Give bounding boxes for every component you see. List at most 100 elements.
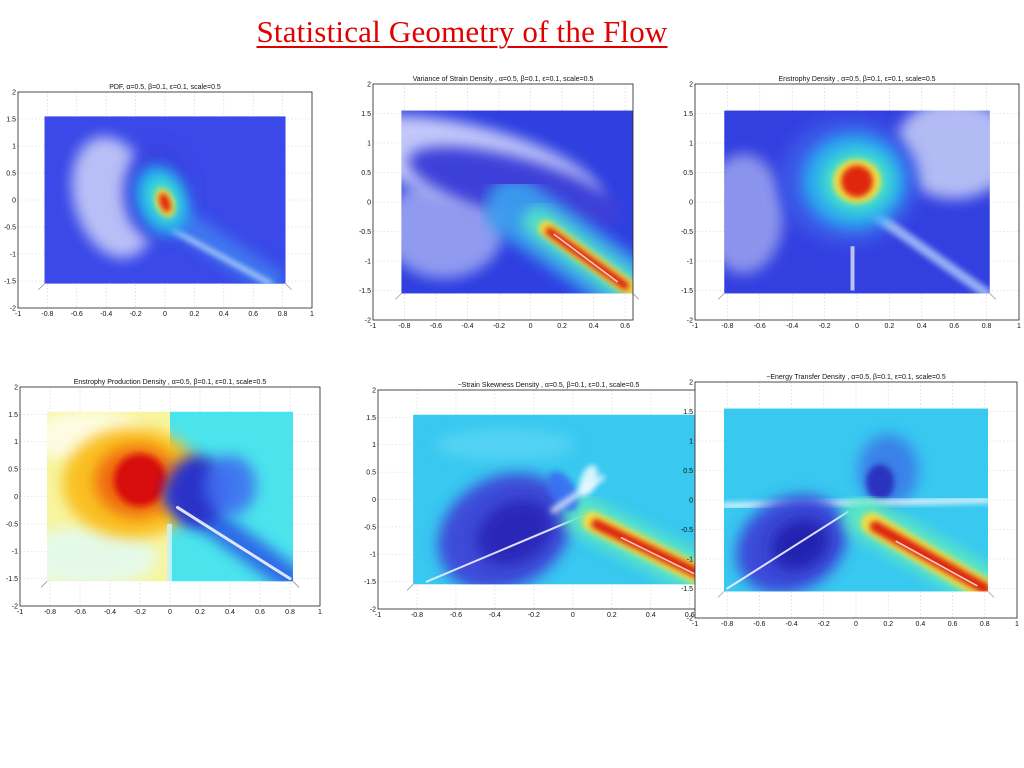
x-tick-label: 0 — [168, 609, 172, 616]
x-tick-label: -0.6 — [74, 609, 86, 616]
x-tick-label: 0.2 — [607, 612, 617, 619]
y-tick-label: -0.5 — [681, 527, 693, 534]
panel-title: −Energy Transfer Density , α=0.5, β=0.1,… — [766, 374, 946, 381]
axes-box — [372, 83, 634, 321]
x-tick-label: -0.6 — [71, 311, 83, 318]
y-tick-label: -1.5 — [681, 288, 693, 295]
x-tick-label: -0.6 — [450, 612, 462, 619]
tail-line — [395, 293, 402, 300]
transfer-ridge — [895, 540, 978, 587]
tail-line — [292, 581, 300, 588]
y-tick-label: 0.5 — [361, 170, 371, 177]
skewness-ridge — [591, 519, 714, 584]
white-patch — [724, 153, 784, 274]
y-tick-label: 1.5 — [361, 111, 371, 118]
y-tick-label: -2 — [12, 603, 18, 610]
x-tick-label: 0 — [855, 323, 859, 330]
tail-line — [40, 581, 48, 588]
y-tick-label: 1 — [12, 143, 16, 150]
x-tick-label: -0.6 — [753, 621, 765, 628]
x-tick-label: 0 — [571, 612, 575, 619]
panel-title: PDF, α=0.5, β=0.1, ε=0.1, scale=0.5 — [109, 84, 221, 91]
tail-line — [989, 293, 997, 300]
x-tick-label: 0.4 — [589, 323, 599, 330]
y-tick-label: -2 — [10, 305, 16, 312]
white-streak — [176, 505, 292, 581]
y-tick-label: -2 — [687, 317, 693, 324]
x-tick-label: -0.2 — [819, 323, 831, 330]
x-tick-label: 1 — [310, 311, 314, 318]
y-tick-label: -1.5 — [681, 586, 693, 593]
heatmap-image — [401, 110, 634, 294]
x-tick-label: 0.2 — [190, 311, 200, 318]
heatmap-panel-5: −Strain Skewness Density , α=0.5, β=0.1,… — [364, 382, 720, 619]
heatmap-panel-1: PDF, α=0.5, β=0.1, ε=0.1, scale=0.5 -1 -0.… — [4, 84, 314, 318]
y-tick-label: 0.5 — [683, 468, 693, 475]
x-tick-label: 0 — [529, 323, 533, 330]
x-tick-label: -1 — [692, 323, 698, 330]
y-tick-label: 0.5 — [683, 170, 693, 177]
heatmap-image — [723, 408, 989, 592]
x-tick-label: 0.4 — [916, 621, 926, 628]
x-tick-label: 1 — [1015, 621, 1019, 628]
y-tick-label: 1.5 — [366, 415, 376, 422]
axes-box — [694, 381, 1018, 619]
x-tick-label: -1 — [370, 323, 376, 330]
panel-title: Variance of Strain Density , α=0.5, β=0.… — [413, 76, 594, 83]
y-tick-label: 0 — [689, 199, 693, 206]
x-tick-label: 0.2 — [195, 609, 205, 616]
heatmap-image — [413, 414, 714, 585]
y-tick-label: -0.5 — [4, 224, 16, 231]
peak — [159, 193, 171, 213]
y-tick-label: -2 — [370, 606, 376, 613]
x-tick-label: 0 — [854, 621, 858, 628]
y-tick-label: 2 — [367, 81, 371, 88]
skewness-trough — [476, 499, 553, 566]
x-tick-label: -0.4 — [786, 621, 798, 628]
x-tick-label: -1 — [375, 612, 381, 619]
y-tick-label: 0 — [367, 199, 371, 206]
white-streak — [726, 510, 849, 590]
y-tick-label: 0 — [14, 494, 18, 501]
x-tick-label: -0.8 — [44, 609, 56, 616]
x-tick-label: -1 — [17, 609, 23, 616]
x-tick-label: -0.2 — [528, 612, 540, 619]
x-tick-label: -0.4 — [786, 323, 798, 330]
x-tick-label: 0.4 — [219, 311, 229, 318]
heatmap-panel-4: Enstrophy Production Density , α=0.5, β=… — [6, 379, 322, 616]
tail-ridge — [170, 227, 273, 284]
y-tick-label: -1.5 — [359, 288, 371, 295]
white-streak — [550, 474, 606, 514]
y-tick-label: 1.5 — [683, 409, 693, 416]
y-tick-label: -1 — [687, 258, 693, 265]
panel-title: −Strain Skewness Density , α=0.5, β=0.1,… — [458, 382, 640, 389]
trough-halo — [204, 455, 256, 516]
y-tick-label: 0 — [372, 497, 376, 504]
tail-line — [38, 283, 45, 290]
x-tick-label: 0.6 — [620, 323, 630, 330]
y-tick-label: -1 — [12, 549, 18, 556]
x-tick-label: -0.2 — [493, 323, 505, 330]
y-tick-label: 1.5 — [6, 116, 16, 123]
x-tick-label: -0.8 — [721, 323, 733, 330]
x-tick-label: -0.8 — [41, 311, 53, 318]
y-tick-label: 2 — [689, 379, 693, 386]
y-tick-label: -1.5 — [4, 278, 16, 285]
x-tick-label: -0.4 — [489, 612, 501, 619]
x-tick-label: -0.2 — [818, 621, 830, 628]
x-tick-label: 0.8 — [982, 323, 992, 330]
y-tick-label: -1.5 — [6, 576, 18, 583]
x-tick-label: 0.8 — [278, 311, 288, 318]
y-tick-label: 1 — [14, 439, 18, 446]
y-tick-label: 2 — [14, 384, 18, 391]
y-tick-label: -1 — [687, 556, 693, 563]
y-tick-label: 2 — [372, 387, 376, 394]
x-tick-label: 0.6 — [255, 609, 265, 616]
skewness-ridge — [620, 537, 695, 575]
x-tick-label: 0.6 — [248, 311, 258, 318]
tail-line — [717, 293, 725, 300]
y-tick-label: -1 — [365, 258, 371, 265]
x-tick-label: 0 — [163, 311, 167, 318]
heatmap-image — [44, 116, 286, 284]
y-tick-label: 2 — [12, 89, 16, 96]
